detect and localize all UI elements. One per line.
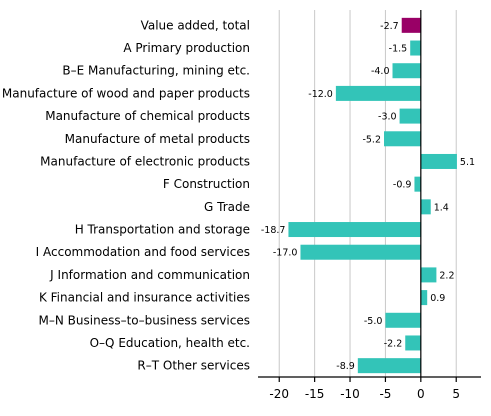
value-label: -4.0 <box>371 66 390 77</box>
category-label: Manufacture of wood and paper products <box>2 86 250 100</box>
category-label: B–E Manufacturing, mining etc. <box>62 64 250 78</box>
bar <box>401 17 421 33</box>
bar <box>420 153 457 169</box>
category-label: Manufacture of chemical products <box>45 109 250 123</box>
value-label: 5.1 <box>460 157 475 168</box>
value-label: -3.0 <box>378 112 397 123</box>
category-label: G Trade <box>204 200 250 214</box>
x-tick-label: -20 <box>269 387 289 401</box>
axes <box>258 10 481 382</box>
bar <box>384 131 421 147</box>
x-tick-label: -10 <box>340 387 360 401</box>
bar <box>300 244 421 260</box>
bar <box>335 85 421 101</box>
value-label: -12.0 <box>308 89 333 100</box>
category-label: Manufacture of metal products <box>65 132 250 146</box>
bar <box>420 199 431 215</box>
category-label: M–N Business–to–business services <box>39 313 250 327</box>
category-label: H Transportation and storage <box>75 223 250 237</box>
bar <box>405 335 421 351</box>
value-label: 0.9 <box>430 293 445 304</box>
value-label: -17.0 <box>273 248 298 259</box>
bar <box>392 63 421 79</box>
category-label: J Information and communication <box>49 268 250 282</box>
value-label: -2.7 <box>380 21 399 32</box>
category-label: K Financial and insurance activities <box>39 291 250 305</box>
value-labels: -2.7 -1.5 -4.0 -12.0 -3.0 -5.2 5.1 -0.9 1.4 -18.7… <box>261 21 475 372</box>
x-tick-label: -15 <box>305 387 325 401</box>
value-label: -18.7 <box>261 225 286 236</box>
bar <box>399 108 421 124</box>
bars <box>288 17 457 374</box>
x-tick-label: 0 <box>417 387 425 401</box>
bar <box>414 176 421 192</box>
bar <box>385 312 421 328</box>
category-label: A Primary production <box>123 41 250 55</box>
value-label: -0.9 <box>393 180 412 191</box>
bar <box>357 358 421 374</box>
value-label: 1.4 <box>434 202 449 213</box>
category-label: F Construction <box>163 177 250 191</box>
x-tick-label: -5 <box>379 387 391 401</box>
category-label: I Accommodation and food services <box>36 245 250 259</box>
category-label: Value added, total <box>141 18 250 32</box>
bar <box>288 222 421 238</box>
bar <box>410 40 421 56</box>
category-labels: Value added, total A Primary production B–… <box>2 18 250 372</box>
value-label: -1.5 <box>389 44 408 55</box>
value-label: -5.0 <box>364 316 383 327</box>
category-label: R–T Other services <box>137 359 250 373</box>
x-tick-label: 5 <box>452 387 460 401</box>
category-label: O–Q Education, health etc. <box>90 336 250 350</box>
category-label: Manufacture of electronic products <box>40 154 250 168</box>
value-label: -5.2 <box>362 134 381 145</box>
bar <box>420 290 428 306</box>
x-tick-labels: -20 -15 -10 -5 0 5 <box>269 387 460 401</box>
value-label: 2.2 <box>439 270 454 281</box>
value-label: -8.9 <box>336 361 355 372</box>
bar <box>420 267 437 283</box>
value-label: -2.2 <box>384 338 403 349</box>
